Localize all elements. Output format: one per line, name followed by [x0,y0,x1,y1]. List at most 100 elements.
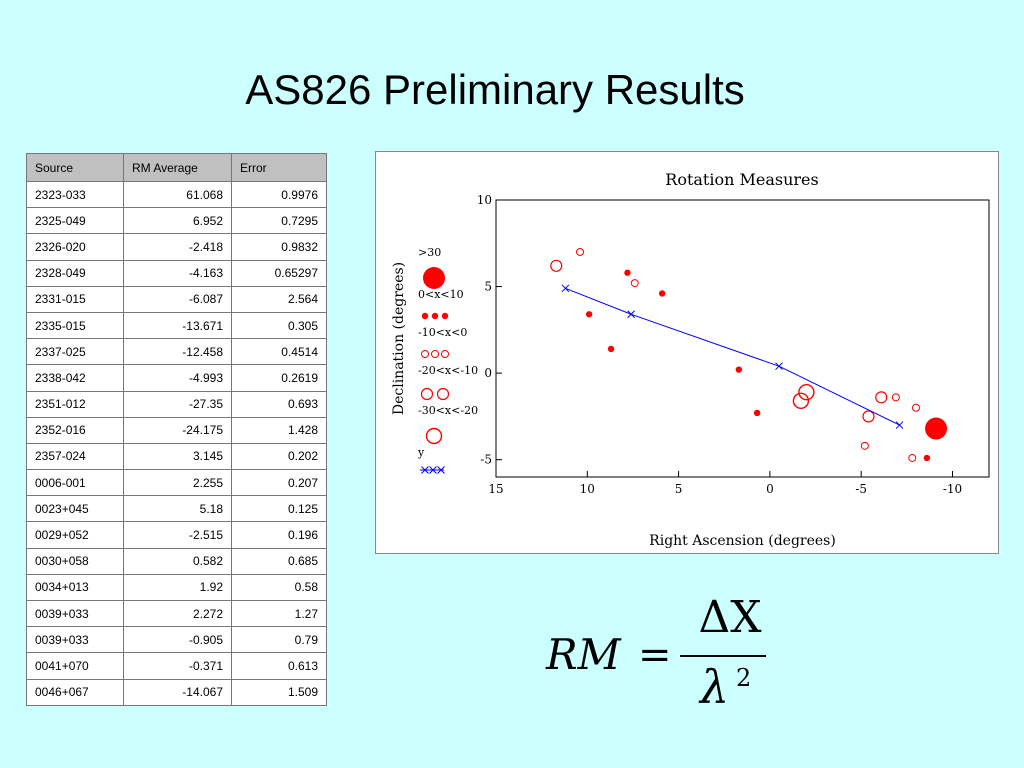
cell-rm-average: -24.175 [123,416,232,444]
cell-error: 0.693 [231,390,327,418]
cell-source: 0039+033 [26,626,124,654]
cell-source: 2357-024 [26,442,124,471]
y-tick-label: 5 [484,280,492,294]
cell-rm-average: -4.993 [123,364,232,392]
cell-error: 0.65297 [231,259,327,287]
table-row: 2326-020 -2.418 0.9832 [26,233,327,261]
cell-rm-average: -27.35 [123,390,232,418]
cell-source: 2335-015 [26,311,124,340]
legend-marker [431,350,439,358]
x-tick-label: -5 [855,482,867,496]
cell-error: 0.613 [231,652,327,680]
cell-error: 0.196 [231,521,327,549]
data-point [735,366,743,373]
data-point [911,403,920,412]
cell-error: 0.4514 [231,338,327,366]
cell-error: 0.207 [231,469,327,497]
table-row: 0046+067 -14.067 1.509 [26,678,327,706]
cell-rm-average: 3.145 [123,442,232,471]
header-error: Error [231,153,327,182]
data-point [895,421,904,429]
rotation-measures-chart: Rotation Measures 15 10 5 0 -5 -10 10 5 0 -5 Right … [375,151,999,554]
y-axis-label: Declination (degrees) [391,262,407,415]
table-row: 2331-015 -6.087 2.564 [26,285,327,313]
cell-error: 0.79 [231,626,327,654]
table-row: 0034+013 1.92 0.58 [26,573,327,602]
cell-rm-average: -0.371 [123,652,232,680]
table-row: 0030+058 0.582 0.685 [26,547,327,575]
legend-marker [421,466,429,474]
x-axis-label: Right Ascension (degrees) [649,533,836,549]
x-tick-label: 5 [675,482,683,496]
cell-rm-average: 0.582 [123,547,232,575]
table-row: 0023+045 5.18 0.125 [26,495,327,523]
data-point [798,383,815,401]
data-point [585,311,593,318]
table-row: 0029+052 -2.515 0.196 [26,521,327,549]
data-point [550,259,563,272]
legend-label: -30<x<-20 [418,404,478,417]
formula-fraction-bar [680,655,766,657]
cell-source: 2328-049 [26,259,124,287]
legend-marker [423,267,445,289]
cell-source: 2352-016 [26,416,124,444]
cell-rm-average: -13.671 [123,311,232,340]
data-point [908,453,917,462]
table-row: 2338-042 -4.993 0.2619 [26,364,327,392]
x-tick-label: 15 [488,482,503,496]
cell-rm-average: -4.163 [123,259,232,287]
cell-error: 0.9976 [231,180,327,209]
legend-marker [436,387,450,401]
cell-source: 2338-042 [26,364,124,392]
data-point [658,290,666,297]
cell-source: 0041+070 [26,652,124,680]
cell-source: 2337-025 [26,338,124,366]
cell-rm-average: -14.067 [123,678,232,706]
x-tick-label: 0 [766,482,774,496]
cell-rm-average: -12.458 [123,338,232,366]
cell-source: 2326-020 [26,233,124,261]
x-tick-label: 10 [580,482,595,496]
legend-marker [425,427,443,445]
cell-error: 0.685 [231,547,327,575]
chart-title: Rotation Measures [665,170,818,189]
table-body: 2323-033 61.068 0.9976 2325-049 6.952 0.7295 2… [26,180,327,706]
table-row: 0039+033 -0.905 0.79 [26,626,327,654]
y-tick-label: -5 [480,453,492,467]
legend-marker [441,312,449,320]
data-point [775,362,783,371]
cell-error: 2.564 [231,285,327,313]
rm-table: Source RM Average Error 2323-033 61.068 0.… [26,153,327,706]
data-point [753,409,761,417]
data-point [923,454,931,462]
data-point [891,393,900,402]
cell-source: 0023+045 [26,495,124,523]
table-row: 2328-049 -4.163 0.65297 [26,259,327,287]
table-row: 2323-033 61.068 0.9976 [26,180,327,209]
cell-error: 1.27 [231,599,327,628]
data-point [630,279,639,288]
legend-marker [431,312,439,320]
cell-error: 0.202 [231,442,327,471]
cell-source: 0034+013 [26,573,124,602]
cell-source: 2331-015 [26,285,124,313]
cell-rm-average: -0.905 [123,626,232,654]
table-row: 2357-024 3.145 0.202 [26,442,327,471]
cell-rm-average: -2.418 [123,233,232,261]
cell-source: 2323-033 [26,180,124,209]
header-source: Source [26,153,124,182]
cell-error: 1.428 [231,416,327,444]
cell-rm-average: -6.087 [123,285,232,313]
data-point [575,247,584,256]
cell-source: 0046+067 [26,678,124,706]
data-point [624,269,631,276]
cell-source: 0006-001 [26,469,124,497]
x-tick-label: -10 [943,482,962,496]
data-point [792,392,810,410]
data-point [862,410,875,423]
legend-marker [441,350,449,358]
legend-marker [421,350,429,358]
legend-label: y [417,446,425,459]
data-point [860,441,869,450]
cell-rm-average: 6.952 [123,207,232,235]
